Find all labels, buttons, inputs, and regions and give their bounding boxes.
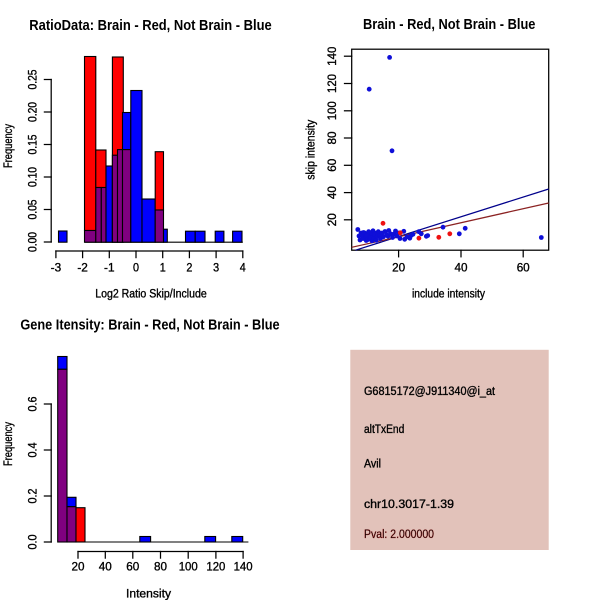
svg-text:20: 20 xyxy=(72,560,85,574)
svg-text:140: 140 xyxy=(234,560,253,574)
svg-text:0.15: 0.15 xyxy=(26,134,40,154)
svg-text:0.0: 0.0 xyxy=(26,534,40,549)
svg-text:100: 100 xyxy=(325,101,339,120)
svg-text:0.00: 0.00 xyxy=(26,232,40,252)
svg-text:Gene Itensity: Brain - Red, No: Gene Itensity: Brain - Red, Not Brain - … xyxy=(20,317,279,334)
svg-text:Frequency: Frequency xyxy=(1,123,15,168)
svg-text:80: 80 xyxy=(325,131,339,144)
svg-text:120: 120 xyxy=(206,560,225,574)
svg-text:80: 80 xyxy=(154,560,167,574)
svg-text:Intensity: Intensity xyxy=(126,587,172,600)
svg-text:0.25: 0.25 xyxy=(26,69,40,89)
svg-text:120: 120 xyxy=(325,74,339,93)
svg-text:Log2 Ratio Skip/Include: Log2 Ratio Skip/Include xyxy=(95,286,207,300)
svg-text:2: 2 xyxy=(186,261,192,275)
svg-text:altTxEnd: altTxEnd xyxy=(364,422,404,436)
svg-text:100: 100 xyxy=(179,560,198,574)
svg-text:4: 4 xyxy=(240,261,246,275)
svg-text:skip intensity: skip intensity xyxy=(304,119,318,180)
svg-text:40: 40 xyxy=(325,186,339,199)
svg-text:1: 1 xyxy=(160,261,166,275)
svg-text:include intensity: include intensity xyxy=(412,287,486,301)
svg-text:0.10: 0.10 xyxy=(26,167,40,187)
svg-text:0.6: 0.6 xyxy=(26,396,40,411)
svg-text:140: 140 xyxy=(325,47,339,66)
svg-text:40: 40 xyxy=(455,261,468,275)
svg-text:3: 3 xyxy=(213,261,219,275)
svg-text:0.05: 0.05 xyxy=(26,199,40,219)
svg-text:60: 60 xyxy=(517,261,530,275)
svg-text:G6815172@J911340@i_at: G6815172@J911340@i_at xyxy=(364,384,496,398)
svg-text:60: 60 xyxy=(325,159,339,172)
svg-text:chr10.3017-1.39: chr10.3017-1.39 xyxy=(364,497,454,511)
svg-text:Frequency: Frequency xyxy=(1,421,15,466)
svg-text:40: 40 xyxy=(99,560,112,574)
svg-text:Brain - Red, Not Brain - Blue: Brain - Red, Not Brain - Blue xyxy=(363,16,536,33)
svg-text:20: 20 xyxy=(392,261,405,275)
svg-text:Avil: Avil xyxy=(364,457,381,471)
svg-text:0.2: 0.2 xyxy=(26,488,40,503)
svg-text:60: 60 xyxy=(126,560,139,574)
svg-text:-3: -3 xyxy=(51,261,62,275)
svg-text:0.20: 0.20 xyxy=(26,102,40,122)
svg-text:-2: -2 xyxy=(77,261,88,275)
svg-text:-1: -1 xyxy=(104,261,115,275)
svg-text:0: 0 xyxy=(133,261,139,275)
svg-text:Pval: 2.000000: Pval: 2.000000 xyxy=(364,527,434,541)
svg-text:RatioData: Brain - Red, Not Br: RatioData: Brain - Red, Not Brain - Blue xyxy=(29,17,271,34)
svg-text:0.4: 0.4 xyxy=(26,442,40,457)
svg-text:20: 20 xyxy=(325,213,339,226)
